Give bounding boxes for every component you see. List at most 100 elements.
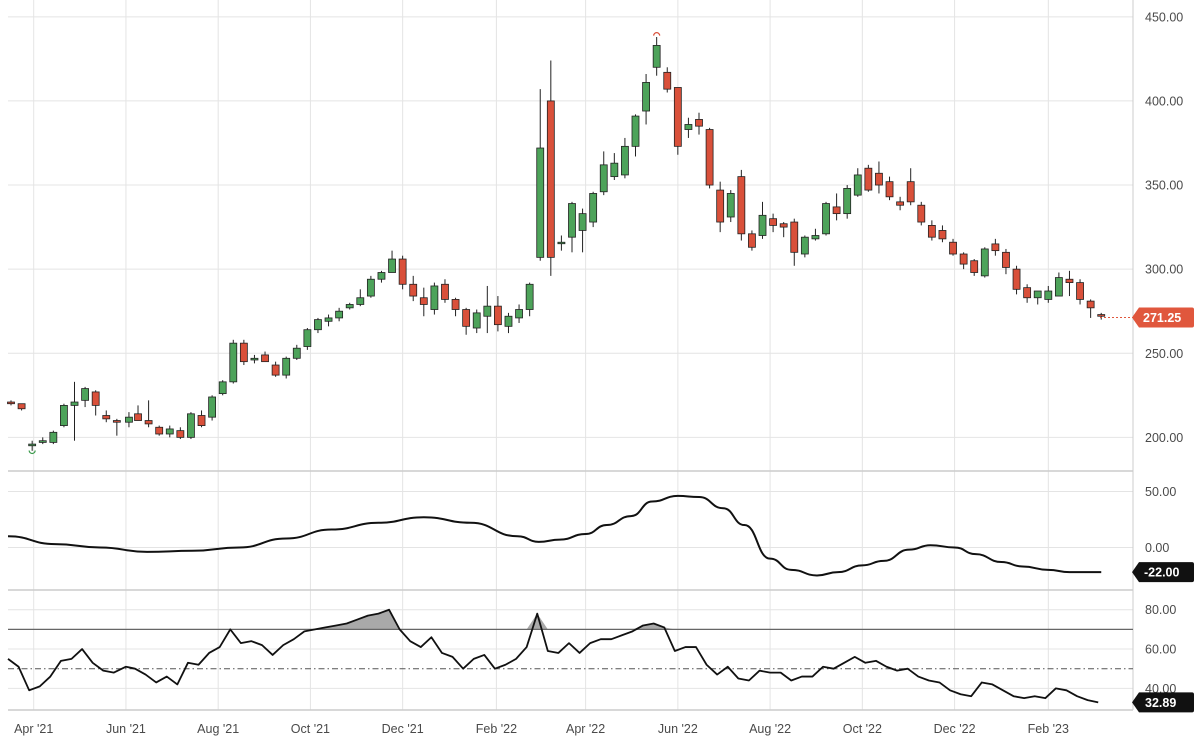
y-tick-label: 350.00 xyxy=(1145,179,1183,193)
candle xyxy=(49,430,58,445)
candle-body xyxy=(621,145,629,176)
candle-body xyxy=(60,404,68,426)
candle-body xyxy=(17,403,26,410)
y-tick-label: 400.00 xyxy=(1145,94,1183,108)
candle-body xyxy=(271,364,280,376)
candle xyxy=(737,169,746,241)
candle-body xyxy=(7,401,15,405)
y-tick-label: 450.00 xyxy=(1145,10,1183,24)
x-tick-label: Aug '22 xyxy=(749,722,791,736)
candle-body xyxy=(737,176,746,235)
candle xyxy=(462,307,471,335)
candle-body xyxy=(726,193,735,218)
x-tick-label: Oct '21 xyxy=(291,722,330,736)
last-price-label: 271.25 xyxy=(1143,311,1181,325)
candle xyxy=(472,309,481,334)
candle xyxy=(303,328,312,350)
candle xyxy=(261,351,269,363)
candle xyxy=(112,418,121,436)
candle xyxy=(853,168,862,197)
candle-body xyxy=(388,258,396,273)
candle xyxy=(493,296,502,332)
candle-body xyxy=(398,258,407,285)
candle xyxy=(356,289,365,307)
candle xyxy=(631,114,640,157)
candle xyxy=(70,381,79,441)
candle-body xyxy=(1012,268,1021,290)
candle xyxy=(705,127,714,189)
candle-body xyxy=(949,241,957,255)
candle xyxy=(377,270,386,283)
candle xyxy=(864,164,873,192)
candle-body xyxy=(366,278,375,297)
candle-body xyxy=(864,167,873,191)
candle-body xyxy=(599,164,608,193)
candle-body xyxy=(525,283,534,310)
candle xyxy=(430,282,439,315)
oscillator-line xyxy=(7,608,1099,704)
candle xyxy=(927,220,936,241)
candle-body xyxy=(769,218,777,226)
candle-body xyxy=(1002,251,1010,268)
candle xyxy=(60,403,68,428)
candle-body xyxy=(70,401,79,406)
candle xyxy=(578,208,587,253)
candle xyxy=(695,112,703,135)
y-tick-label: 60.00 xyxy=(1145,643,1176,657)
candle-body xyxy=(568,203,576,238)
candle-body xyxy=(155,426,164,435)
candle xyxy=(345,302,354,310)
candle xyxy=(409,275,418,302)
candle-body xyxy=(134,413,142,421)
x-tick-label: Feb '22 xyxy=(476,722,517,736)
candle-body xyxy=(229,342,238,383)
candle-body xyxy=(261,354,269,363)
candle-body xyxy=(748,233,756,248)
candle-body xyxy=(716,189,725,223)
momentum-line xyxy=(7,494,1102,577)
candle xyxy=(832,193,841,221)
candle-body xyxy=(1097,314,1106,317)
candle xyxy=(1097,312,1106,320)
candle xyxy=(642,74,650,125)
candle-body xyxy=(885,181,894,198)
candle xyxy=(28,440,37,451)
candle xyxy=(17,403,26,411)
candle-body xyxy=(991,243,1000,252)
y-tick-label: 80.00 xyxy=(1145,603,1176,617)
candle xyxy=(748,230,756,251)
candle xyxy=(896,196,905,211)
candle xyxy=(515,304,523,323)
candle-body xyxy=(282,357,291,376)
candle-body xyxy=(419,297,428,305)
candle xyxy=(779,222,788,238)
candle-body xyxy=(144,420,153,425)
candle-body xyxy=(197,415,206,426)
candle-body xyxy=(38,440,47,443)
candle xyxy=(906,168,915,206)
candle-body xyxy=(1054,277,1063,297)
candle xyxy=(1086,299,1095,318)
candle-body xyxy=(377,272,386,280)
candle xyxy=(1076,279,1084,305)
candle-body xyxy=(917,204,926,223)
candle xyxy=(1023,284,1032,303)
candle xyxy=(419,287,428,317)
candle xyxy=(229,339,238,384)
candle xyxy=(1002,248,1010,275)
candle-body xyxy=(208,396,217,418)
candle xyxy=(165,425,174,438)
candle-body xyxy=(49,431,58,443)
candle xyxy=(589,191,598,228)
x-tick-label: Aug '21 xyxy=(197,722,239,736)
candle xyxy=(91,390,100,416)
candle-body xyxy=(832,206,841,215)
candle xyxy=(673,87,682,155)
candle xyxy=(271,361,280,377)
x-tick-label: Dec '21 xyxy=(382,722,424,736)
candle xyxy=(38,437,47,445)
candle-body xyxy=(557,241,566,245)
candle xyxy=(1012,265,1021,295)
candle-body xyxy=(324,317,333,322)
